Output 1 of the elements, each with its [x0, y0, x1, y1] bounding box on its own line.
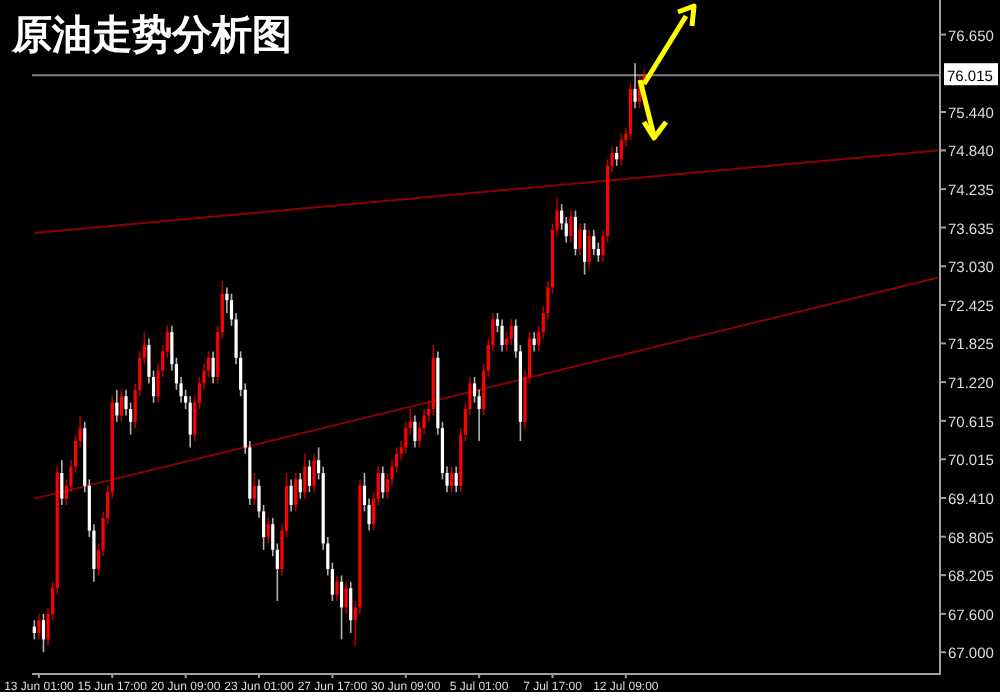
- chart-title: 原油走势分析图: [10, 10, 292, 58]
